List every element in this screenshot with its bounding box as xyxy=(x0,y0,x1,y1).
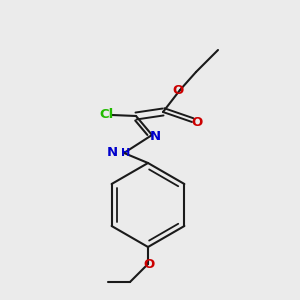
Text: N: N xyxy=(149,130,161,142)
Text: O: O xyxy=(172,83,184,97)
Text: O: O xyxy=(191,116,203,128)
Text: H: H xyxy=(121,148,130,158)
Text: N: N xyxy=(107,146,118,160)
Text: Cl: Cl xyxy=(100,107,114,121)
Text: O: O xyxy=(143,259,155,272)
